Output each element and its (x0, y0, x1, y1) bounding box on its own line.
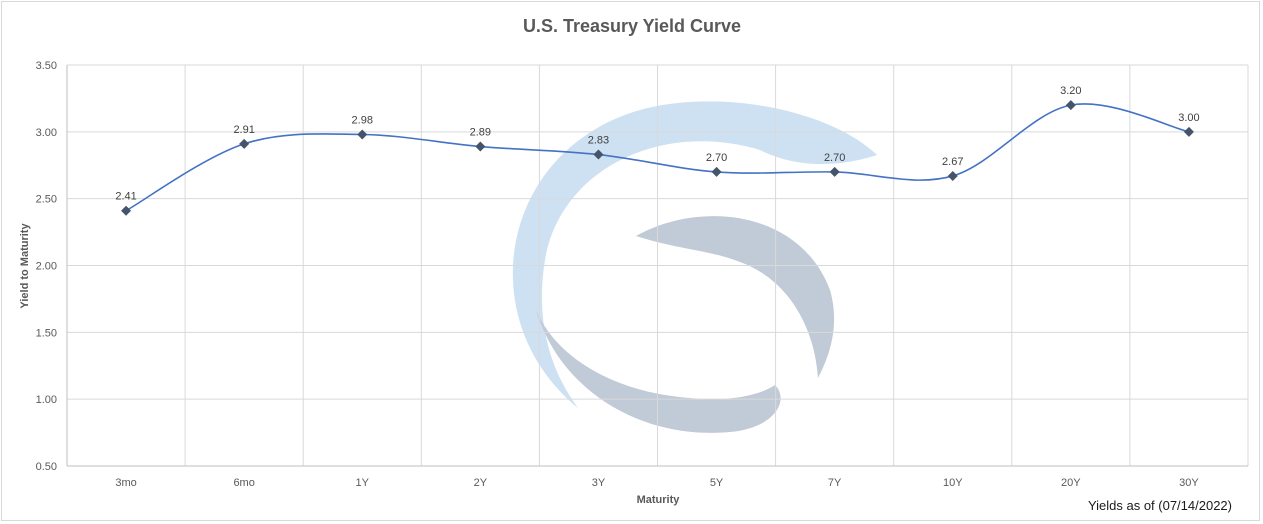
data-point-marker (357, 129, 368, 140)
axes: 0.50 1.00 1.50 2.00 2.50 3.00 3.50 3mo 6mo 1Y 2Y 3Y… (36, 60, 1248, 489)
x-tick-label: 10Y (943, 477, 963, 489)
x-tick-label: 3mo (115, 477, 136, 489)
y-tick-label: 1.50 (36, 327, 57, 339)
x-tick-label: 3Y (592, 477, 606, 489)
data-label: 2.91 (233, 124, 254, 136)
series-line (125, 103, 1190, 212)
data-point-marker (711, 166, 722, 177)
footnote: Yields as of (07/14/2022) (1088, 498, 1232, 513)
data-point-marker (829, 166, 840, 177)
data-label: 2.89 (470, 127, 491, 139)
data-label: 2.83 (588, 135, 609, 147)
data-point-marker (121, 205, 132, 216)
y-tick-label: 3.50 (36, 60, 57, 72)
data-label: 3.20 (1060, 85, 1081, 97)
data-label: 2.98 (352, 115, 373, 127)
data-labels: 2.41 2.91 2.98 2.89 2.83 2.70 2.70 2.67 3.20 3.00 (115, 85, 1199, 203)
x-tick-label: 30Y (1179, 477, 1199, 489)
x-tick-label: 6mo (233, 477, 254, 489)
x-tick-label: 5Y (710, 477, 724, 489)
y-axis-label: Yield to Maturity (19, 223, 31, 309)
y-tick-label: 0.50 (36, 461, 57, 473)
x-tick-label: 20Y (1061, 477, 1081, 489)
data-label: 2.41 (115, 191, 136, 203)
data-label: 2.67 (942, 156, 963, 168)
grid-lines (67, 64, 1249, 466)
data-point-marker (947, 170, 958, 181)
y-tick-label: 1.00 (36, 394, 57, 406)
y-tick-label: 3.00 (36, 127, 57, 139)
watermark-gray-arc (536, 216, 835, 433)
y-tick-label: 2.50 (36, 194, 57, 206)
series-yield (121, 100, 1194, 216)
chart-title: U.S. Treasury Yield Curve (523, 16, 741, 36)
y-tick-label: 2.00 (36, 261, 57, 273)
x-tick-label: 2Y (474, 477, 488, 489)
data-point-marker (1183, 126, 1194, 137)
data-point-marker (1065, 100, 1076, 111)
data-point-marker (475, 141, 486, 152)
data-point-marker (593, 149, 604, 160)
x-tick-label: 1Y (356, 477, 370, 489)
data-point-marker (239, 138, 250, 149)
swirl-logo-watermark (512, 101, 877, 433)
x-tick-label: 7Y (828, 477, 842, 489)
data-label: 2.70 (824, 152, 845, 164)
x-axis-label: Maturity (637, 494, 681, 506)
data-label: 3.00 (1178, 112, 1199, 124)
data-label: 2.70 (706, 152, 727, 164)
